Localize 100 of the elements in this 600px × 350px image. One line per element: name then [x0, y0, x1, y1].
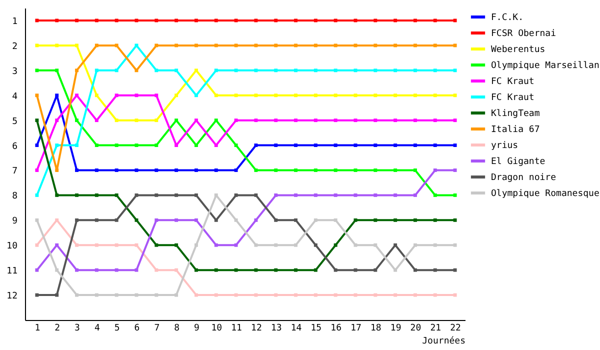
- point: [114, 18, 118, 22]
- point: [114, 268, 118, 272]
- point: [174, 144, 178, 148]
- point: [453, 18, 457, 22]
- x-axis-title: Journées: [422, 336, 466, 346]
- point: [394, 218, 398, 222]
- point: [94, 68, 98, 72]
- point: [214, 118, 218, 122]
- point: [314, 18, 318, 22]
- point: [234, 168, 238, 172]
- point: [154, 243, 158, 247]
- point: [194, 293, 198, 297]
- point: [413, 293, 417, 297]
- point: [94, 118, 98, 122]
- point: [413, 144, 417, 148]
- point: [174, 218, 178, 222]
- point: [453, 218, 457, 222]
- point: [214, 144, 218, 148]
- point: [214, 243, 218, 247]
- point: [254, 218, 258, 222]
- y-tick-label: 12: [6, 292, 18, 302]
- point: [334, 193, 338, 197]
- point: [55, 193, 59, 197]
- legend-label: F.C.K.: [491, 13, 524, 23]
- point: [374, 293, 378, 297]
- point: [214, 218, 218, 222]
- point: [55, 94, 59, 98]
- point: [314, 293, 318, 297]
- point: [94, 218, 98, 222]
- point: [194, 218, 198, 222]
- point: [234, 193, 238, 197]
- point: [374, 44, 378, 48]
- x-tick-label: 7: [154, 324, 160, 334]
- point: [254, 94, 258, 98]
- point: [374, 18, 378, 22]
- y-tick-label: 6: [12, 142, 18, 152]
- point: [194, 68, 198, 72]
- point: [214, 268, 218, 272]
- point: [35, 293, 39, 297]
- legend-label: FCSR Obernai: [491, 29, 556, 39]
- point: [294, 94, 298, 98]
- point: [154, 68, 158, 72]
- point: [35, 268, 39, 272]
- point: [394, 44, 398, 48]
- point: [274, 168, 278, 172]
- point: [75, 243, 78, 247]
- y-tick-label: 8: [12, 192, 18, 202]
- point: [334, 94, 338, 98]
- point: [314, 68, 318, 72]
- point: [234, 118, 238, 122]
- point: [433, 218, 437, 222]
- point: [35, 94, 39, 98]
- point: [433, 44, 437, 48]
- point: [234, 44, 238, 48]
- point: [413, 218, 417, 222]
- point: [394, 193, 398, 197]
- point: [234, 144, 238, 148]
- point: [254, 118, 258, 122]
- point: [55, 218, 59, 222]
- x-tick-label: 1: [34, 324, 40, 334]
- point: [174, 268, 178, 272]
- x-tick-label: 19: [390, 324, 402, 334]
- point: [75, 168, 78, 172]
- point: [433, 68, 437, 72]
- point: [194, 44, 198, 48]
- legend-label: FC Kraut: [491, 93, 534, 103]
- point: [154, 218, 158, 222]
- point: [234, 18, 238, 22]
- point: [35, 218, 39, 222]
- point: [433, 193, 437, 197]
- point: [35, 68, 39, 72]
- x-tick-label: 4: [94, 324, 100, 334]
- point: [114, 193, 118, 197]
- point: [35, 243, 39, 247]
- x-tick-label: 20: [410, 324, 422, 334]
- point: [294, 218, 298, 222]
- point: [374, 243, 378, 247]
- y-tick-label: 4: [12, 92, 18, 102]
- point: [154, 168, 158, 172]
- point: [174, 168, 178, 172]
- point: [314, 144, 318, 148]
- point: [254, 293, 258, 297]
- point: [154, 18, 158, 22]
- point: [174, 118, 178, 122]
- point: [394, 293, 398, 297]
- point: [114, 293, 118, 297]
- x-tick-label: 11: [231, 324, 242, 334]
- point: [114, 144, 118, 148]
- point: [154, 118, 158, 122]
- y-tick-label: 11: [6, 266, 18, 277]
- point: [394, 68, 398, 72]
- point: [374, 268, 378, 272]
- x-tick-label: 16: [330, 324, 342, 334]
- point: [94, 144, 98, 148]
- legend-label: Weberentus: [491, 45, 546, 55]
- x-tick-label: 12: [251, 324, 262, 334]
- point: [35, 168, 39, 172]
- point: [413, 18, 417, 22]
- point: [433, 243, 437, 247]
- point: [214, 44, 218, 48]
